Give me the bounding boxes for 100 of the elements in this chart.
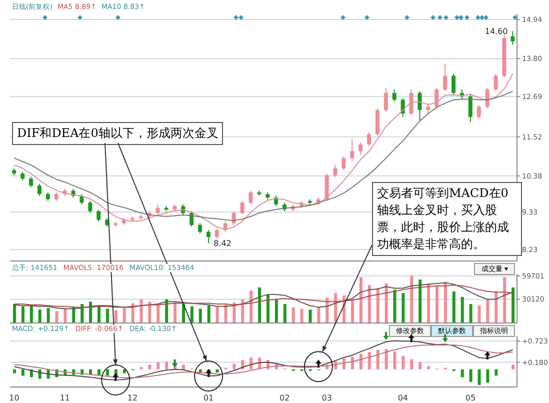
candlestick: [37, 183, 42, 196]
bar: [486, 299, 490, 323]
bar: [436, 286, 438, 323]
x-tick-label: 10: [9, 394, 20, 403]
bar: [198, 308, 202, 323]
annotation: 8.42: [214, 239, 232, 248]
bar: [512, 364, 515, 370]
bar: [494, 291, 498, 323]
bar: [122, 308, 126, 323]
candlestick: [29, 176, 34, 188]
candlestick: [350, 138, 354, 162]
bar: [38, 310, 42, 323]
bar: [89, 302, 92, 323]
candlestick: [434, 87, 439, 109]
bar: [384, 283, 388, 323]
candlestick: [190, 210, 194, 228]
bar: [156, 362, 160, 370]
bar: [165, 362, 168, 370]
bar: [46, 308, 50, 323]
x-tick-label: 02: [280, 394, 290, 403]
x-tick-label: 05: [465, 394, 476, 403]
bar: [182, 364, 185, 370]
candlestick: [367, 132, 372, 147]
bar: [148, 364, 152, 370]
candlestick: [409, 88, 414, 116]
x-tick-label: 03: [322, 394, 332, 403]
annotation: 交易者可等到MACD在0轴线上金叉时，买入股票，此时，股价上涨的成功概率是非常高的。: [372, 182, 522, 256]
candlestick: [384, 87, 388, 112]
candlestick: [248, 190, 253, 205]
bar: [368, 352, 371, 370]
bar: [232, 364, 236, 370]
candlestick: [452, 74, 456, 96]
bar: [410, 276, 414, 323]
bar: [148, 302, 152, 323]
bar: [418, 362, 422, 370]
candlestick: [476, 104, 481, 120]
bar: [106, 308, 109, 323]
bar: [224, 304, 228, 323]
candlestick: [443, 63, 448, 92]
bar: [258, 287, 262, 323]
candlestick: [342, 156, 346, 171]
bar: [317, 307, 320, 323]
candlestick: [214, 228, 219, 240]
bar: [427, 283, 430, 323]
candlestick: [426, 102, 430, 114]
bar: [376, 288, 380, 323]
x-tick-label: 04: [398, 394, 408, 403]
bar: [351, 299, 354, 323]
bar: [122, 369, 126, 374]
bar: [494, 369, 498, 376]
bar: [402, 292, 405, 323]
bar: [308, 310, 312, 323]
bar: [342, 358, 346, 370]
candlestick: [392, 88, 396, 102]
bar: [182, 304, 185, 323]
bar: [266, 294, 270, 323]
bar: [55, 311, 58, 323]
x-tick-label: 11: [60, 394, 70, 403]
bar: [512, 287, 515, 323]
bar: [21, 306, 24, 323]
bar: [283, 304, 286, 323]
candlestick: [198, 222, 202, 234]
bar: [427, 366, 430, 370]
bar: [131, 303, 134, 323]
bar: [292, 307, 295, 323]
candlestick: [418, 90, 422, 121]
bar: [207, 306, 210, 323]
bar: [368, 285, 371, 323]
bar: [469, 304, 472, 323]
candlestick: [494, 74, 498, 92]
bar: [174, 302, 177, 323]
candlestick: [333, 164, 338, 178]
bar: [216, 307, 219, 323]
bar: [13, 304, 16, 323]
bar: [300, 308, 304, 323]
bar: [250, 358, 253, 370]
bar: [114, 310, 118, 323]
bar: [106, 369, 109, 376]
candlestick: [358, 142, 363, 156]
annotation: DIF和DEA在0轴以下，形成两次金叉: [12, 122, 224, 145]
bar: [393, 290, 396, 323]
bar: [359, 277, 362, 323]
bar: [140, 366, 143, 370]
bar: [478, 306, 481, 323]
bar: [250, 290, 253, 323]
bar: [190, 306, 194, 323]
bar: [478, 369, 481, 386]
bar: [486, 369, 490, 383]
bar: [376, 350, 380, 370]
candlestick: [206, 230, 210, 244]
bar: [469, 369, 472, 382]
bar: [21, 369, 24, 376]
candlestick: [156, 204, 160, 216]
bar: [30, 304, 33, 323]
bar: [460, 369, 464, 378]
bar: [351, 356, 354, 370]
x-tick-label: 01: [203, 394, 214, 403]
bar: [64, 308, 67, 323]
candlestick: [232, 210, 236, 226]
bar: [384, 348, 388, 370]
